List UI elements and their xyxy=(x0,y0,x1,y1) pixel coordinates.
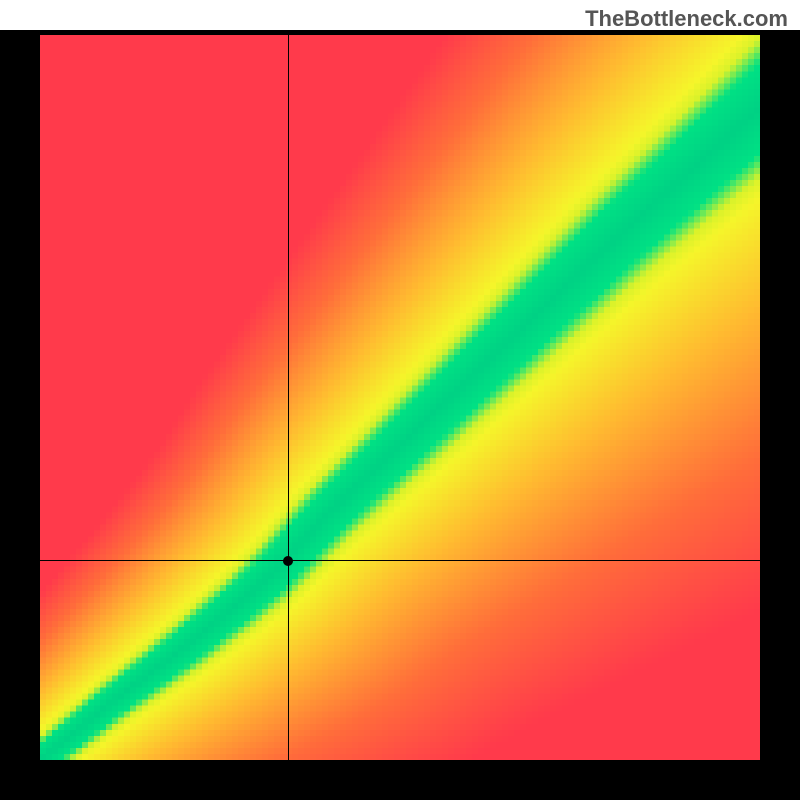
plot-frame-left xyxy=(0,30,40,800)
bottleneck-heatmap xyxy=(40,35,760,760)
watermark-text: TheBottleneck.com xyxy=(585,6,788,32)
heatmap-canvas xyxy=(40,35,760,760)
plot-frame-right xyxy=(760,30,800,800)
plot-frame-bottom xyxy=(0,760,800,800)
